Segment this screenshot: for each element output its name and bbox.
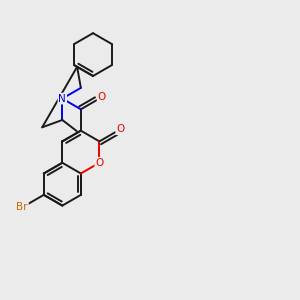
Text: N: N (58, 94, 66, 103)
Text: O: O (116, 124, 124, 134)
Text: O: O (98, 92, 106, 102)
Text: O: O (95, 158, 104, 168)
Text: Br: Br (16, 202, 28, 212)
